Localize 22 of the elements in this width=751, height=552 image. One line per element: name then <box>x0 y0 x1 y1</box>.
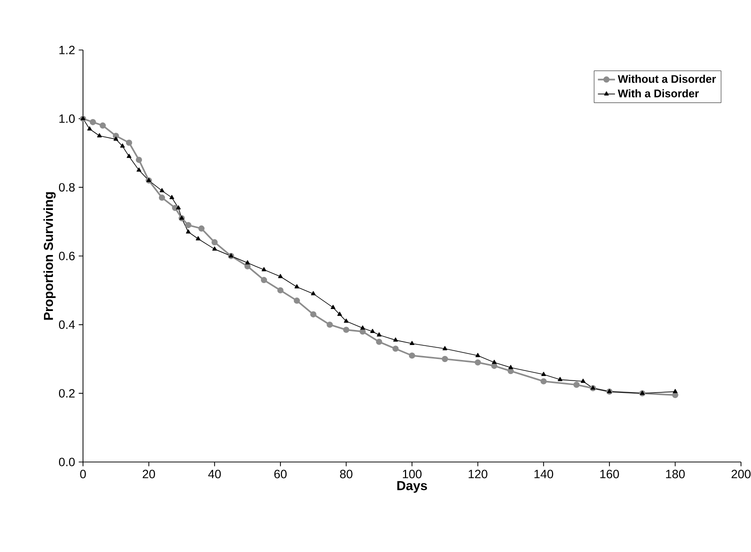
x-tick-label: 80 <box>340 470 352 478</box>
x-axis-title: Days <box>397 481 428 493</box>
x-tick-label: 40 <box>208 470 221 478</box>
x-tick-label: 120 <box>468 470 488 478</box>
legend-label: With a Disorder <box>618 89 699 98</box>
y-tick-label: 1.2 <box>59 46 75 54</box>
y-tick-label: 0.2 <box>58 389 75 398</box>
x-tick-label: 140 <box>534 470 554 478</box>
x-tick-label: 160 <box>600 470 619 478</box>
x-tick-label: 180 <box>666 470 685 478</box>
x-tick-label: 100 <box>402 470 422 478</box>
y-tick-label: 0.6 <box>58 252 75 260</box>
y-axis-title: Proportion Surviving <box>43 192 56 320</box>
y-tick-label: 0.8 <box>58 183 75 192</box>
x-tick-label: 0 <box>80 470 86 478</box>
x-tick-label: 60 <box>274 470 287 478</box>
x-tick-label: 20 <box>142 470 156 478</box>
x-tick-label: 200 <box>732 470 751 478</box>
y-tick-label: 1.0 <box>59 114 75 123</box>
y-tick-label: 0.0 <box>58 458 75 466</box>
y-tick-label: 0.4 <box>58 320 75 329</box>
legend-label: Without a Disorder <box>618 74 716 83</box>
